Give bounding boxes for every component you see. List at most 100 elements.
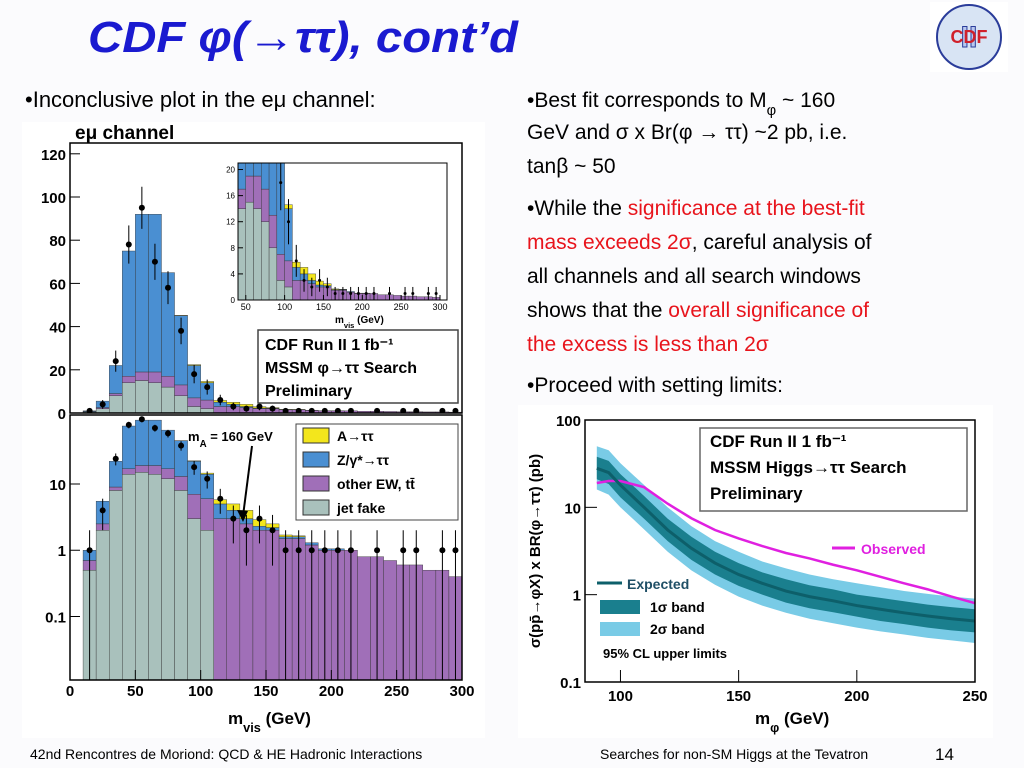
hist-bar <box>108 490 123 680</box>
hist-bar <box>284 286 293 300</box>
data-point <box>287 220 291 224</box>
legend-swatch <box>600 600 640 614</box>
data-point <box>217 495 224 502</box>
hist-bar <box>383 560 397 680</box>
hist-bar <box>135 419 149 466</box>
y-tick-label: 1 <box>573 588 581 605</box>
bullet-line: all channels and all search windows <box>527 265 861 288</box>
x-tick-label: 100 <box>608 688 633 705</box>
logo-mark: II <box>961 21 978 54</box>
hist-bar <box>284 260 293 288</box>
hist-bar <box>268 247 278 300</box>
hist-bar <box>122 474 136 680</box>
bullet-line: •Best fit corresponds to Mφ ~ 160 <box>527 89 835 119</box>
x-axis-label-part: vis <box>243 720 261 735</box>
hist-bar <box>213 518 228 680</box>
data-point <box>325 285 329 289</box>
inset-y-tick-label: 4 <box>231 270 236 279</box>
data-point <box>321 547 328 554</box>
data-point <box>341 291 345 295</box>
x-axis-label-part: (GeV) <box>779 709 829 728</box>
bullet-segment: GeV and σ x Br(φ → ττ) ~2 pb, i.e. <box>527 121 847 144</box>
data-point <box>452 407 459 413</box>
data-point <box>347 547 354 554</box>
data-point <box>243 527 250 534</box>
series-line <box>596 466 975 623</box>
hist-bar <box>135 214 149 373</box>
y-tick-label: 1 <box>58 543 66 560</box>
x-tick-label: 250 <box>962 688 987 705</box>
info-box <box>257 329 459 404</box>
hist-bar <box>261 221 270 300</box>
data-point <box>374 547 381 554</box>
hist-bar <box>122 382 136 413</box>
data-point <box>191 371 198 378</box>
hist-bar <box>238 188 246 209</box>
inset-frame <box>237 162 448 301</box>
data-point <box>86 547 93 554</box>
bullet-line: •While the significance at the best-fit <box>527 197 865 220</box>
hist-bar <box>261 163 270 190</box>
bullet-segment: ~ 160 <box>776 89 835 112</box>
y-tick-label: 20 <box>49 363 66 380</box>
title: CDF φ(→ττ), cont’d <box>88 13 519 62</box>
hist-bar <box>261 188 270 222</box>
data-point <box>99 507 106 514</box>
y-tick-label: 80 <box>49 233 66 250</box>
hist-bar <box>174 490 188 680</box>
chart-title: eμ channel <box>75 123 174 144</box>
data-point <box>403 291 407 295</box>
band <box>596 446 975 643</box>
data-point <box>125 421 132 428</box>
hist-bar <box>135 472 149 680</box>
data-point <box>439 407 446 413</box>
data-point <box>204 475 211 482</box>
hist-bar <box>245 201 254 300</box>
hist-bar <box>161 386 175 413</box>
bullet-segment: all channels and all search windows <box>527 265 861 288</box>
data-point <box>178 442 185 449</box>
hist-bar <box>122 425 136 469</box>
hist-bar <box>108 486 123 491</box>
data-point <box>400 407 407 413</box>
data-point <box>388 291 392 295</box>
plot-frame <box>584 419 976 683</box>
y-tick-label: 10 <box>49 477 66 494</box>
data-point <box>230 515 237 522</box>
data-point <box>165 430 171 437</box>
bullet-segment: shows that the <box>527 299 668 322</box>
data-point <box>282 407 289 413</box>
info-line: Preliminary <box>710 484 803 503</box>
hist-bar <box>238 163 246 190</box>
info-line: MSSM Higgs→ττ Search <box>710 458 907 477</box>
hist-bar <box>187 494 201 519</box>
x-axis-label-part: m <box>755 709 770 728</box>
hist-bar <box>95 530 110 680</box>
data-point <box>269 405 276 412</box>
data-point <box>426 291 430 295</box>
inset-x-tick-label: 250 <box>394 302 409 312</box>
data-point <box>374 407 381 413</box>
inset-x-label-part: m <box>335 315 344 326</box>
series-line <box>596 479 975 605</box>
legend-swatch <box>302 499 330 516</box>
data-point <box>294 259 298 263</box>
hist-bar <box>377 294 386 300</box>
bullet-segment: φ <box>767 103 777 119</box>
y-tick-label: 0.1 <box>560 675 581 692</box>
data-point <box>112 358 119 365</box>
data-point <box>279 181 283 185</box>
data-point <box>308 547 315 554</box>
data-point <box>282 547 289 554</box>
hist-bar <box>245 175 254 203</box>
annotation-part: = 160 GeV <box>207 429 273 444</box>
hist-bar <box>238 208 246 300</box>
hist-bar <box>161 376 175 388</box>
arrow-head <box>237 510 248 522</box>
legend-label: other EW, tt̄ <box>337 476 415 492</box>
hist-bar <box>252 530 267 680</box>
legend-label: Expected <box>627 576 689 592</box>
hist-bar <box>213 406 228 413</box>
data-point <box>452 547 459 554</box>
y-tick-label: 0.1 <box>45 609 66 626</box>
